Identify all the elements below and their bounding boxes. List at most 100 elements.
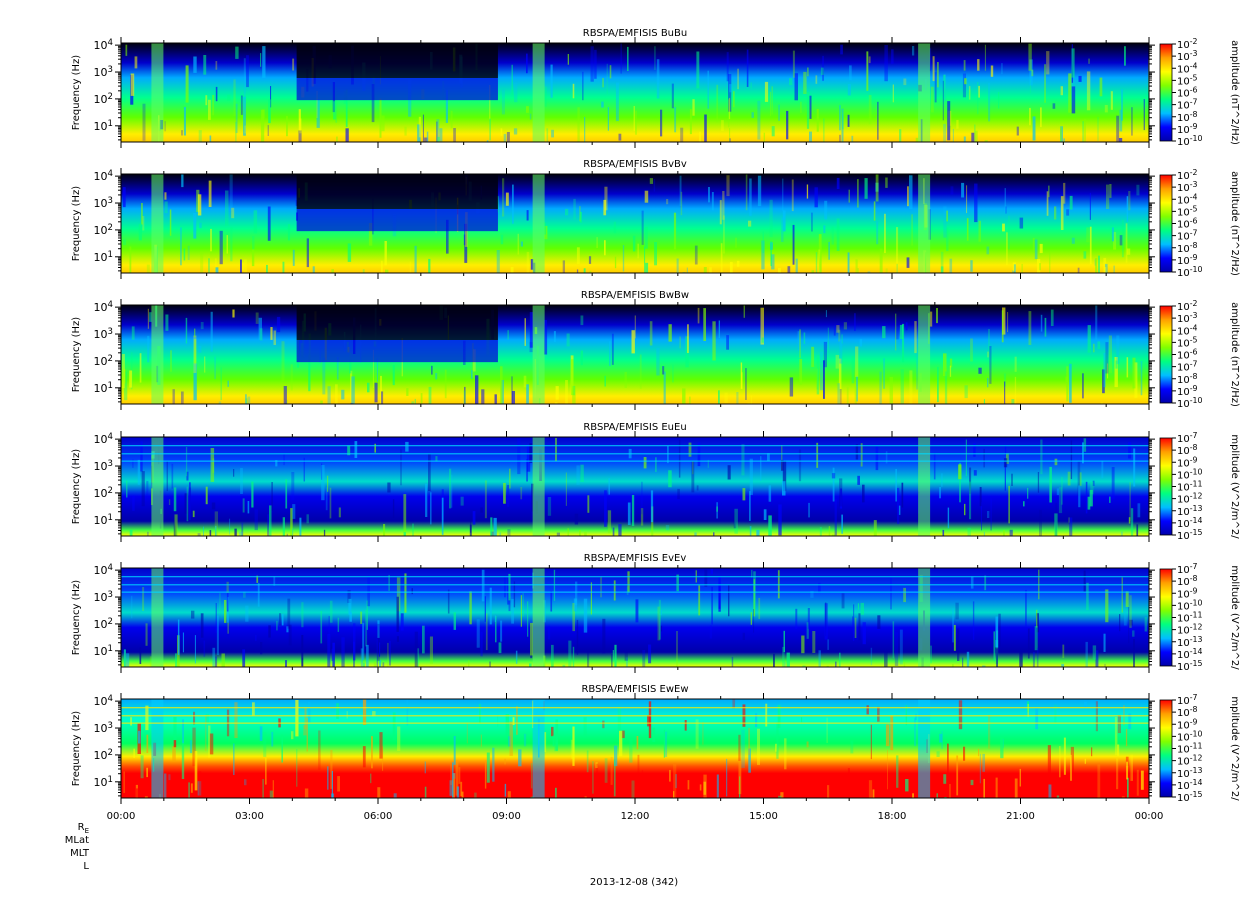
y-tick-label: 102	[94, 617, 113, 631]
colorbar-tick-label: 10-9	[1177, 586, 1198, 600]
y-tick-label: 103	[94, 196, 113, 210]
colorbar-tick-label: 10-10	[1177, 134, 1203, 148]
colorbar-tick-label: 10-7	[1177, 693, 1198, 707]
colorbar-tick-label: 10-8	[1177, 705, 1198, 719]
x-tick-label: 09:00	[492, 811, 521, 822]
spectrogram-texture	[122, 174, 1140, 273]
panels-group: RBSPA/EMFISIS BuBu 101 102 103 104 Frequency …	[71, 28, 1240, 822]
colorbar-tick-label: 10-9	[1177, 717, 1198, 731]
colorbar-tick-label: 10-6	[1177, 86, 1198, 100]
colorbar	[1159, 174, 1173, 273]
x-tick-label: 21:00	[1006, 811, 1035, 822]
spectrogram-panel-3: RBSPA/EMFISIS BwBw 101 102 103 104 Frequency …	[71, 290, 1240, 410]
colorbar-tick-label: 10-7	[1177, 431, 1198, 445]
colorbar-tick-label: 10-7	[1177, 98, 1198, 112]
colorbar-tick-label: 10-11	[1177, 480, 1203, 494]
spectrogram-image	[121, 305, 1149, 404]
colorbar-tick-label: 10-2	[1177, 168, 1198, 182]
colorbar-tick-label: 10-15	[1177, 659, 1203, 673]
panel-title: RBSPA/EMFISIS BwBw	[581, 290, 689, 301]
ephemeris-label: MLT	[70, 848, 90, 859]
colorbar-label: mplitude (V^2/m^2/	[1229, 434, 1240, 539]
colorbar-tick-label: 10-2	[1177, 37, 1198, 51]
colorbar	[1159, 568, 1173, 667]
spectrogram-texture	[121, 305, 1149, 404]
colorbar-tick-label: 10-8	[1177, 110, 1198, 124]
y-tick-label: 104	[94, 694, 113, 708]
colorbar-tick-label: 10-11	[1177, 611, 1203, 625]
y-tick-label: 101	[94, 250, 113, 264]
colorbar-tick-label: 10-13	[1177, 766, 1203, 780]
y-axis-label: Frequency (Hz)	[71, 317, 82, 393]
panel-title: RBSPA/EMFISIS BvBv	[583, 159, 687, 170]
colorbar-tick-label: 10-13	[1177, 504, 1203, 518]
colorbar-tick-label: 10-10	[1177, 265, 1203, 279]
colorbar-tick-label: 10-10	[1177, 396, 1203, 410]
colorbar-tick-label: 10-12	[1177, 623, 1203, 637]
colorbar-tick-label: 10-15	[1177, 790, 1203, 804]
y-axis-label: Frequency (Hz)	[71, 55, 82, 131]
colorbar-tick-label: 10-13	[1177, 635, 1203, 649]
colorbar-tick-label: 10-8	[1177, 443, 1198, 457]
colorbar-label: mplitude (V^2/m^2/	[1229, 696, 1240, 801]
y-tick-label: 104	[94, 38, 113, 52]
colorbar-tick-label: 10-12	[1177, 492, 1203, 506]
colorbar-tick-label: 10-9	[1177, 384, 1198, 398]
y-axis-label: Frequency (Hz)	[71, 186, 82, 262]
colorbar-tick-label: 10-4	[1177, 61, 1198, 75]
colorbar-tick-label: 10-9	[1177, 122, 1198, 136]
spectrogram-panel-4: RBSPA/EMFISIS EuEu 101 102 103 104 Frequency …	[71, 422, 1240, 542]
colorbar-tick-label: 10-7	[1177, 360, 1198, 374]
colorbar-tick-label: 10-14	[1177, 516, 1203, 530]
spectrogram-image	[121, 174, 1149, 273]
y-tick-label: 104	[94, 169, 113, 183]
colorbar-tick-label: 10-8	[1177, 241, 1198, 255]
y-tick-label: 104	[94, 563, 113, 577]
spectrogram-panel-2: RBSPA/EMFISIS BvBv 101 102 103 104 Frequency …	[71, 159, 1240, 279]
ephemeris-label: RE	[78, 822, 89, 835]
ephemeris-label: MLat	[65, 835, 89, 846]
spectrogram-image	[121, 43, 1149, 142]
colorbar-tick-label: 10-3	[1177, 49, 1198, 63]
colorbar-tick-label: 10-11	[1177, 742, 1203, 756]
colorbar-label: mplitude (V^2/m^2/	[1229, 565, 1240, 670]
x-tick-label: 00:00	[107, 811, 136, 822]
ephemeris-label: L	[83, 861, 89, 872]
y-tick-label: 103	[94, 590, 113, 604]
colorbar-tick-label: 10-15	[1177, 528, 1203, 542]
panel-title: RBSPA/EMFISIS EvEv	[584, 553, 687, 564]
colorbar-tick-label: 10-7	[1177, 562, 1198, 576]
spectrogram-texture	[121, 437, 1149, 536]
colorbar-tick-label: 10-3	[1177, 311, 1198, 325]
colorbar-tick-label: 10-5	[1177, 335, 1198, 349]
colorbar-tick-label: 10-5	[1177, 204, 1198, 218]
y-axis-label: Frequency (Hz)	[71, 580, 82, 656]
y-tick-label: 101	[94, 644, 113, 658]
spectrogram-image	[121, 699, 1149, 798]
colorbar-tick-label: 10-7	[1177, 229, 1198, 243]
y-tick-label: 102	[94, 354, 113, 368]
spectrogram-image	[121, 437, 1149, 536]
y-tick-label: 103	[94, 459, 113, 473]
spectrogram-panel-5: RBSPA/EMFISIS EvEv 101 102 103 104 Frequency …	[71, 553, 1240, 673]
panel-title: RBSPA/EMFISIS EwEw	[581, 684, 688, 695]
spectrogram-panel-6: RBSPA/EMFISIS EwEw 101 102 103 104 Frequency …	[71, 684, 1240, 822]
colorbar-label: amplitude (nT^2/Hz)	[1229, 40, 1240, 145]
y-tick-label: 102	[94, 748, 113, 762]
x-tick-label: 15:00	[749, 811, 778, 822]
colorbar-tick-label: 10-6	[1177, 348, 1198, 362]
y-axis-label: Frequency (Hz)	[71, 449, 82, 525]
y-tick-label: 101	[94, 381, 113, 395]
colorbar-tick-label: 10-2	[1177, 299, 1198, 313]
date-label: 2013-12-08 (342)	[590, 877, 678, 888]
y-tick-label: 102	[94, 223, 113, 237]
x-tick-label: 06:00	[364, 811, 393, 822]
colorbar-tick-label: 10-9	[1177, 455, 1198, 469]
colorbar	[1159, 437, 1173, 536]
colorbar-tick-label: 10-5	[1177, 73, 1198, 87]
panel-title: RBSPA/EMFISIS BuBu	[583, 28, 687, 39]
panel-title: RBSPA/EMFISIS EuEu	[583, 422, 686, 433]
colorbar-tick-label: 10-8	[1177, 372, 1198, 386]
colorbar-tick-label: 10-9	[1177, 253, 1198, 267]
